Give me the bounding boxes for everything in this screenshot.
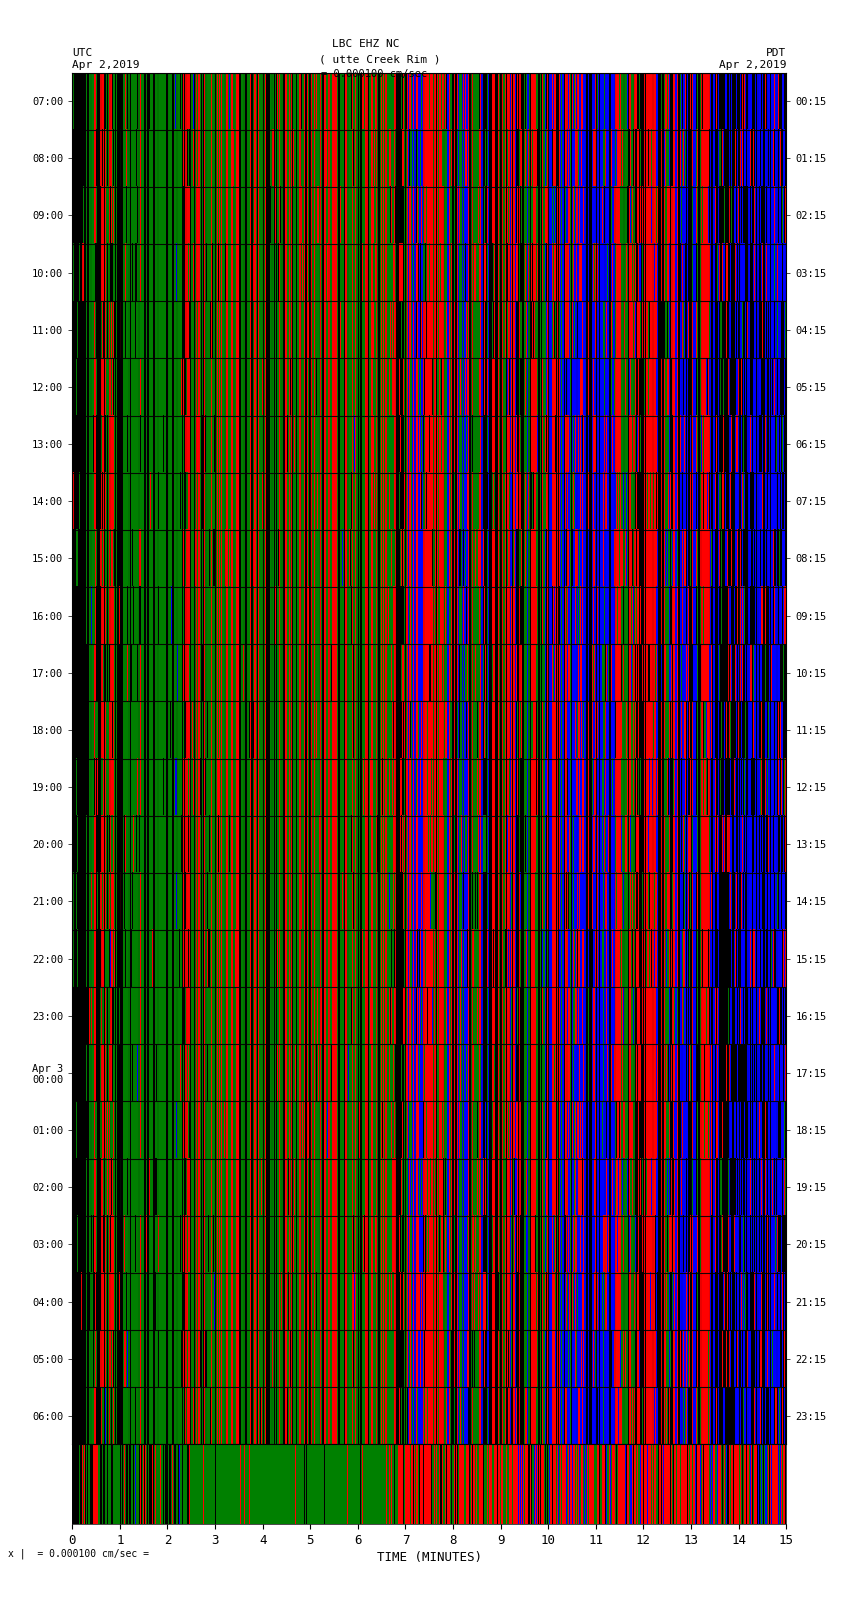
Text: ( utte Creek Rim ): ( utte Creek Rim ) (319, 55, 440, 65)
Text: = 0.000100 cm/sec: = 0.000100 cm/sec (321, 69, 428, 79)
X-axis label: TIME (MINUTES): TIME (MINUTES) (377, 1552, 482, 1565)
Text: x |  = 0.000100 cm/sec =: x | = 0.000100 cm/sec = (8, 1548, 150, 1560)
Text: PDT
Apr 2,2019: PDT Apr 2,2019 (719, 48, 786, 69)
Text: UTC
Apr 2,2019: UTC Apr 2,2019 (72, 48, 139, 69)
Text: LBC EHZ NC: LBC EHZ NC (332, 39, 399, 48)
